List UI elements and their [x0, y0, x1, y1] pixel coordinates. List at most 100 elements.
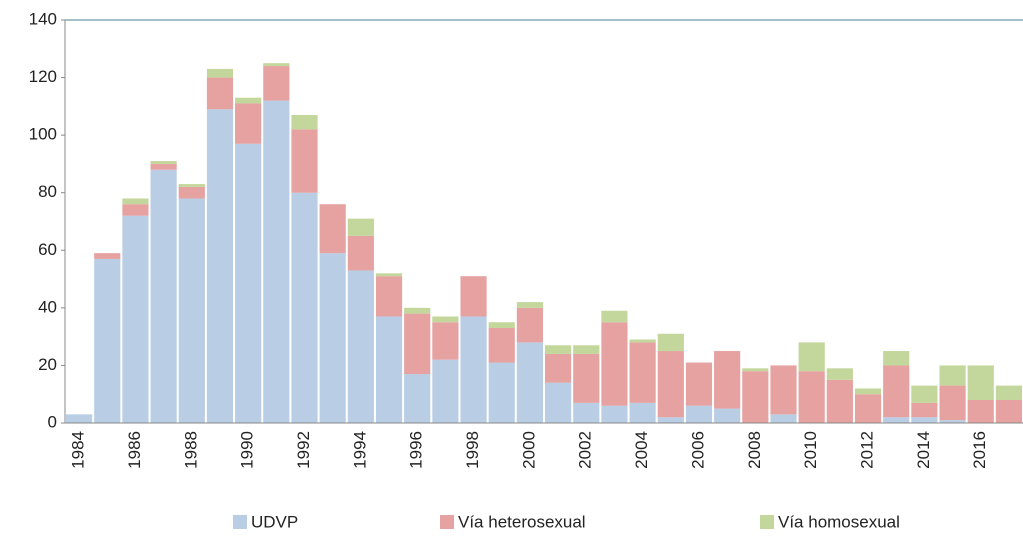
bar-segment [263, 63, 290, 67]
bar-segment [150, 163, 177, 170]
bar-segment [347, 270, 374, 423]
bar-segment [545, 353, 572, 383]
bar-segment [657, 351, 684, 418]
bar-segment [545, 345, 572, 354]
x-tick-label: 2010 [801, 431, 820, 469]
bar-segment [883, 365, 910, 418]
legend-label: Vía heterosexual [458, 512, 586, 531]
bar-segment [629, 402, 656, 423]
bar-segment [742, 368, 769, 372]
bar-segment [770, 365, 797, 415]
bar-segment [516, 307, 543, 343]
bar-segment [432, 322, 459, 360]
bar-segment [178, 184, 205, 187]
x-tick-label: 2012 [858, 431, 877, 469]
bar-segment [685, 362, 713, 406]
x-tick-label: 2014 [914, 431, 933, 469]
bar-segment [826, 368, 853, 380]
bar-segment [573, 353, 600, 403]
bar-segment [488, 322, 515, 329]
legend-swatch [760, 515, 774, 529]
bar-segment [629, 339, 656, 343]
bar-segment [235, 103, 262, 144]
bar-segment [967, 399, 994, 423]
bar-segment [657, 417, 684, 423]
x-tick-label: 2000 [519, 431, 538, 469]
bar-segment [798, 371, 825, 423]
y-tick-label: 140 [29, 9, 57, 28]
bar-segment [235, 97, 262, 104]
bar-segment [291, 129, 318, 193]
bar-segment [460, 276, 487, 317]
legend-label: Vía homosexual [778, 512, 900, 531]
bar-segment [291, 192, 318, 423]
bar-segment [263, 66, 290, 101]
bar-segment [94, 253, 121, 259]
x-tick-label: 1984 [69, 431, 88, 469]
bar-segment [714, 408, 741, 423]
bar-segment [206, 109, 234, 423]
bar-segment [235, 143, 262, 423]
bar-segment [854, 394, 882, 423]
legend-swatch [233, 515, 247, 529]
x-tick-label: 1996 [407, 431, 426, 469]
y-tick-label: 40 [38, 297, 57, 316]
legend-swatch [440, 515, 454, 529]
bar-segment [263, 100, 290, 423]
bar-segment [798, 342, 825, 372]
bar-segment [178, 198, 205, 423]
bar-segment [995, 385, 1022, 400]
y-tick-label: 20 [38, 355, 57, 374]
bar-segment [178, 186, 205, 199]
y-tick-label: 80 [38, 182, 57, 201]
bar-segment [206, 77, 234, 110]
bar-segment [432, 359, 459, 423]
bar-segment [939, 365, 966, 386]
bar-segment [601, 322, 628, 406]
bar-segment [319, 253, 346, 423]
x-tick-label: 2016 [970, 431, 989, 469]
bar-segment [939, 385, 966, 421]
bar-segment [911, 402, 938, 418]
bar-segment [883, 351, 910, 366]
bar-segment [206, 68, 234, 78]
bar-segment [347, 235, 374, 271]
bar-segment [94, 258, 121, 423]
bar-segment [770, 414, 797, 423]
bar-segment [122, 198, 149, 205]
legend-label: UDVP [251, 512, 298, 531]
bar-segment [685, 405, 713, 423]
bar-segment [150, 169, 177, 423]
x-tick-label: 1992 [294, 431, 313, 469]
bar-segment [347, 218, 374, 236]
bar-segment [319, 204, 346, 254]
x-tick-label: 2008 [745, 431, 764, 469]
bar-segment [375, 276, 403, 317]
bar-segment [883, 417, 910, 423]
bar-segment [488, 362, 515, 423]
bar-segment [66, 414, 93, 423]
bar-segment [404, 307, 431, 314]
bar-segment [742, 371, 769, 423]
bar-segment [460, 316, 487, 423]
y-tick-label: 0 [48, 412, 57, 431]
x-tick-label: 1986 [125, 431, 144, 469]
bar-segment [573, 402, 600, 423]
bar-segment [516, 342, 543, 423]
bar-segment [657, 333, 684, 352]
bar-segment [601, 405, 628, 423]
bar-segment [122, 204, 149, 216]
bar-segment [854, 388, 882, 395]
bar-segment [545, 382, 572, 423]
bar-segment [995, 399, 1022, 423]
bar-segment [150, 161, 177, 164]
bar-segment [375, 273, 403, 277]
bar-segment [714, 351, 741, 409]
x-tick-label: 2004 [632, 431, 651, 469]
bar-segment [601, 310, 628, 323]
bar-segment [488, 328, 515, 363]
bar-segment [291, 114, 318, 130]
bar-segment [911, 385, 938, 403]
x-tick-label: 2006 [688, 431, 707, 469]
